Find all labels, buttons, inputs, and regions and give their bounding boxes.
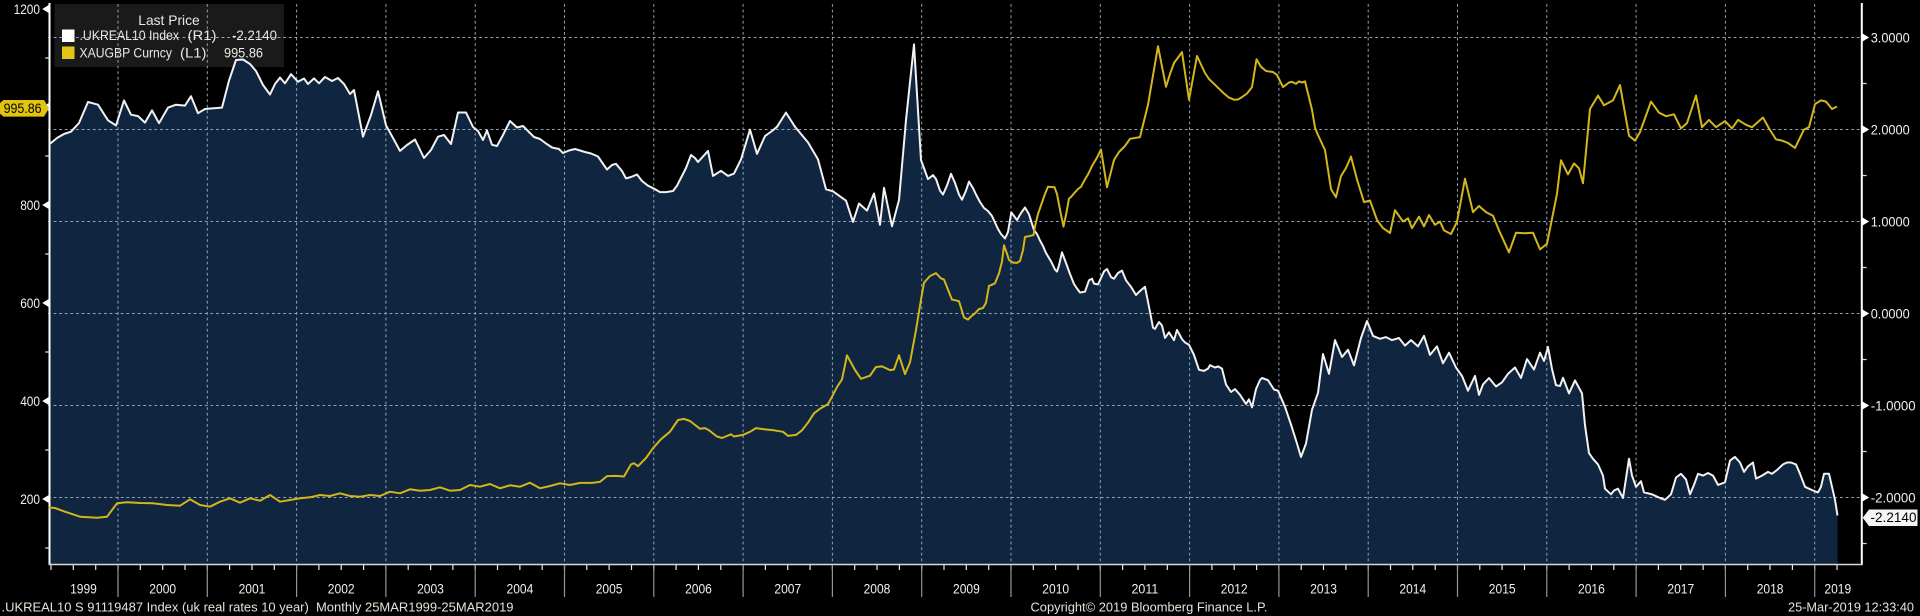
svg-text:2012: 2012 (1221, 582, 1248, 597)
svg-text:Copyright© 2019 Bloomberg Fina: Copyright© 2019 Bloomberg Finance L.P. (1031, 600, 1268, 615)
svg-text:600: 600 (20, 296, 40, 311)
svg-text:2011: 2011 (1132, 582, 1159, 597)
svg-text:2000: 2000 (149, 582, 176, 597)
svg-text:200: 200 (20, 492, 40, 507)
svg-text:2010: 2010 (1042, 582, 1069, 597)
svg-text:-2.0000: -2.0000 (1871, 490, 1916, 505)
svg-text:3.0000: 3.0000 (1871, 30, 1910, 45)
svg-text:2016: 2016 (1578, 582, 1605, 597)
svg-text:400: 400 (20, 394, 40, 409)
svg-text:.UKREAL10 Index: .UKREAL10 Index (80, 28, 180, 43)
svg-text:2015: 2015 (1489, 582, 1516, 597)
svg-text:2006: 2006 (685, 582, 712, 597)
svg-text:25-Mar-2019 12:33:40: 25-Mar-2019 12:33:40 (1788, 600, 1914, 615)
svg-text:2003: 2003 (417, 582, 444, 597)
svg-text:0.0000: 0.0000 (1871, 306, 1910, 321)
svg-text:-2.2140: -2.2140 (1871, 510, 1917, 525)
svg-text:2005: 2005 (596, 582, 623, 597)
svg-text:995.86: 995.86 (4, 101, 42, 116)
svg-text:995.86: 995.86 (224, 46, 263, 61)
svg-text:2018: 2018 (1757, 582, 1784, 597)
svg-text:800: 800 (20, 198, 40, 213)
svg-text:Last Price: Last Price (138, 13, 200, 28)
svg-text:(R1): (R1) (188, 28, 217, 43)
svg-text:1.0000: 1.0000 (1871, 214, 1910, 229)
svg-text:-1.0000: -1.0000 (1871, 398, 1916, 413)
svg-text:XAUGBP Curncy: XAUGBP Curncy (80, 46, 173, 61)
svg-text:2014: 2014 (1399, 582, 1426, 597)
svg-text:2004: 2004 (507, 582, 534, 597)
svg-text:1999: 1999 (70, 582, 97, 597)
svg-text:2008: 2008 (864, 582, 891, 597)
svg-text:2.0000: 2.0000 (1871, 122, 1910, 137)
svg-text:2019: 2019 (1824, 582, 1851, 597)
svg-text:1200: 1200 (14, 2, 40, 17)
svg-text:.UKREAL10 S 91119487 Index (uk: .UKREAL10 S 91119487 Index (uk real rate… (2, 600, 514, 615)
svg-text:(L1): (L1) (180, 46, 207, 61)
svg-text:2013: 2013 (1310, 582, 1337, 597)
svg-text:2007: 2007 (774, 582, 801, 597)
svg-text:2002: 2002 (328, 582, 355, 597)
svg-text:2009: 2009 (953, 582, 980, 597)
svg-text:2017: 2017 (1667, 582, 1694, 597)
svg-text:-2.2140: -2.2140 (232, 28, 277, 43)
svg-text:2001: 2001 (239, 582, 266, 597)
